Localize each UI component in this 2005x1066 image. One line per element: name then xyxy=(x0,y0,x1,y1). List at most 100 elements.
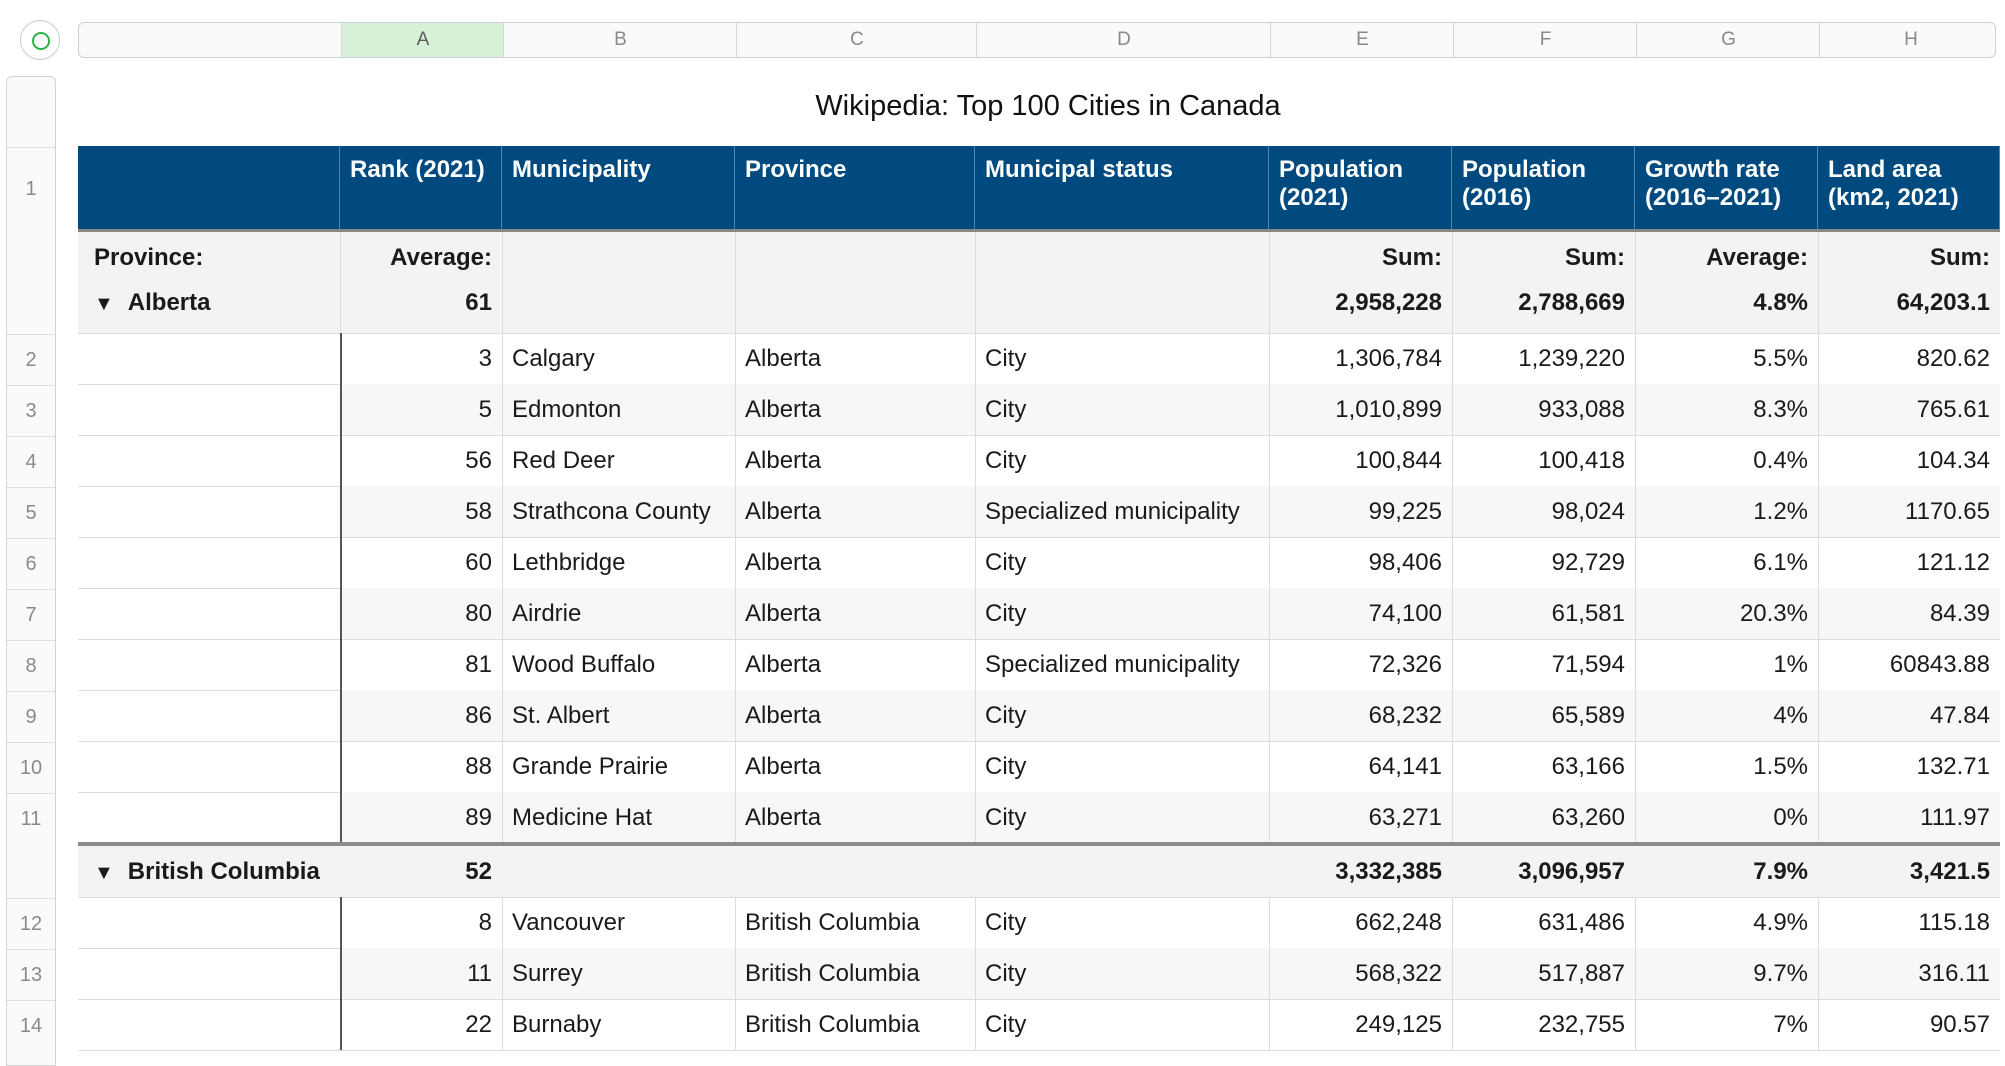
cell-province[interactable]: British Columbia xyxy=(745,909,920,936)
cell-pop2016[interactable]: 631,486 xyxy=(1538,909,1625,936)
column-header-a[interactable]: A xyxy=(341,23,504,57)
cell-status[interactable]: City xyxy=(985,345,1027,372)
group-header-name[interactable]: ▼ British Columbia xyxy=(78,846,340,897)
cell-pop2016[interactable]: 71,594 xyxy=(1551,651,1625,678)
summary-label-pop2021[interactable]: Sum: xyxy=(1382,244,1442,271)
column-header-c[interactable]: C xyxy=(736,23,977,57)
cell-province[interactable]: Alberta xyxy=(745,702,822,729)
cell-rank[interactable]: 60 xyxy=(465,549,492,576)
row-header-8[interactable]: 8 xyxy=(7,640,55,692)
row-header-9[interactable]: 9 xyxy=(7,691,55,743)
cell-municipality[interactable]: Medicine Hat xyxy=(512,804,653,831)
summary-label-growth[interactable]: Average: xyxy=(1706,244,1808,271)
cell-pop2021[interactable]: 100,844 xyxy=(1355,447,1442,474)
cell-status[interactable]: City xyxy=(985,702,1027,729)
row-header-11[interactable]: 11 xyxy=(7,793,55,845)
cell-pop2016[interactable]: 232,755 xyxy=(1538,1011,1625,1038)
cell-pop2021[interactable]: 1,306,784 xyxy=(1335,345,1442,372)
cell-municipality[interactable]: Surrey xyxy=(512,960,583,987)
row-header-14[interactable]: 14 xyxy=(7,1000,55,1052)
cell-rank[interactable]: 88 xyxy=(465,753,492,780)
cell-pop2021[interactable]: 568,322 xyxy=(1355,960,1442,987)
cell-province[interactable]: Alberta xyxy=(745,600,822,627)
triangle-down-icon[interactable]: ▼ xyxy=(94,293,114,315)
cell-land[interactable]: 132.71 xyxy=(1916,753,1990,780)
cell-growth[interactable]: 6.1% xyxy=(1753,549,1808,576)
cell-rank[interactable]: 11 xyxy=(467,960,492,987)
cell-pop2021[interactable]: 662,248 xyxy=(1355,909,1442,936)
column-header-f[interactable]: F xyxy=(1453,23,1637,57)
cell-pop2021[interactable]: 68,232 xyxy=(1368,702,1442,729)
cell-province[interactable]: Alberta xyxy=(745,447,822,474)
cell-pop2016[interactable]: 933,088 xyxy=(1538,396,1625,423)
cell-status[interactable]: City xyxy=(985,753,1027,780)
cell-land[interactable]: 104.34 xyxy=(1916,447,1990,474)
summary-label-province[interactable]: Province: xyxy=(94,244,204,271)
cell-pop2016[interactable]: 63,166 xyxy=(1551,753,1625,780)
cell-municipality[interactable]: Vancouver xyxy=(512,909,625,936)
cell-rank[interactable]: 3 xyxy=(478,345,492,372)
group-rank-average[interactable]: 52 xyxy=(465,858,492,885)
cell-municipality[interactable]: Airdrie xyxy=(512,600,582,627)
cell-rank[interactable]: 80 xyxy=(465,600,492,627)
group-pop2021-sum[interactable]: 3,332,385 xyxy=(1335,858,1442,885)
cell-status[interactable]: Specialized municipality xyxy=(985,498,1240,525)
cell-status[interactable]: City xyxy=(985,909,1027,936)
row-header-10[interactable]: 10 xyxy=(7,742,55,794)
cell-province[interactable]: Alberta xyxy=(745,345,822,372)
group-pop2021-sum[interactable]: 2,958,228 xyxy=(1335,289,1442,316)
row-header-12[interactable]: 12 xyxy=(7,898,55,950)
cell-growth[interactable]: 4.9% xyxy=(1753,909,1808,936)
cell-status[interactable]: City xyxy=(985,549,1027,576)
cell-growth[interactable]: 0.4% xyxy=(1753,447,1808,474)
cell-growth[interactable]: 8.3% xyxy=(1753,396,1808,423)
column-header-g[interactable]: G xyxy=(1636,23,1820,57)
cell-province[interactable]: British Columbia xyxy=(745,960,920,987)
cell-rank[interactable]: 56 xyxy=(465,447,492,474)
column-header-b[interactable]: B xyxy=(503,23,737,57)
cell-pop2021[interactable]: 99,225 xyxy=(1368,498,1442,525)
cell-pop2021[interactable]: 249,125 xyxy=(1355,1011,1442,1038)
cell-land[interactable]: 47.84 xyxy=(1929,702,1990,729)
cell-municipality[interactable]: Burnaby xyxy=(512,1011,602,1038)
column-header-e[interactable]: E xyxy=(1270,23,1454,57)
cell-rank[interactable]: 8 xyxy=(478,909,492,936)
cell-status[interactable]: City xyxy=(985,447,1027,474)
cell-municipality[interactable]: Strathcona County xyxy=(512,498,711,525)
cell-municipality[interactable]: Edmonton xyxy=(512,396,622,423)
cell-land[interactable]: 765.61 xyxy=(1916,396,1990,423)
cell-municipality[interactable]: Calgary xyxy=(512,345,595,372)
cell-pop2016[interactable]: 1,239,220 xyxy=(1518,345,1625,372)
summary-label-land[interactable]: Sum: xyxy=(1930,244,1990,271)
cell-province[interactable]: British Columbia xyxy=(745,1011,920,1038)
cell-pop2016[interactable]: 61,581 xyxy=(1551,600,1625,627)
group-land-sum[interactable]: 64,203.1 xyxy=(1896,289,1990,316)
cell-rank[interactable]: 86 xyxy=(465,702,492,729)
cell-pop2016[interactable]: 65,589 xyxy=(1551,702,1625,729)
cell-growth[interactable]: 1.2% xyxy=(1753,498,1808,525)
row-header-6[interactable]: 6 xyxy=(7,538,55,590)
row-header-4[interactable]: 4 xyxy=(7,436,55,488)
cell-land[interactable]: 316.11 xyxy=(1918,960,1990,987)
cell-land[interactable]: 121.12 xyxy=(1916,549,1990,576)
cell-municipality[interactable]: St. Albert xyxy=(512,702,610,729)
cell-growth[interactable]: 20.3% xyxy=(1739,600,1808,627)
cell-land[interactable]: 60843.88 xyxy=(1889,651,1990,678)
cell-pop2016[interactable]: 63,260 xyxy=(1551,804,1625,831)
group-pop2016-sum[interactable]: 2,788,669 xyxy=(1518,289,1625,316)
triangle-down-icon[interactable]: ▼ xyxy=(94,862,114,884)
cell-municipality[interactable]: Red Deer xyxy=(512,447,615,474)
cell-status[interactable]: City xyxy=(985,804,1027,831)
group-growth-average[interactable]: 4.8% xyxy=(1753,289,1808,316)
cell-pop2021[interactable]: 72,326 xyxy=(1368,651,1442,678)
cell-rank[interactable]: 58 xyxy=(465,498,492,525)
group-rank-average[interactable]: 61 xyxy=(465,289,492,316)
cell-status[interactable]: City xyxy=(985,600,1027,627)
group-pop2016-sum[interactable]: 3,096,957 xyxy=(1518,858,1625,885)
cell-municipality[interactable]: Wood Buffalo xyxy=(512,651,656,678)
cell-rank[interactable]: 22 xyxy=(465,1011,492,1038)
cell-pop2016[interactable]: 100,418 xyxy=(1538,447,1625,474)
cell-pop2016[interactable]: 92,729 xyxy=(1551,549,1625,576)
cell-province[interactable]: Alberta xyxy=(745,804,822,831)
group-land-sum[interactable]: 3,421.5 xyxy=(1909,858,1990,885)
